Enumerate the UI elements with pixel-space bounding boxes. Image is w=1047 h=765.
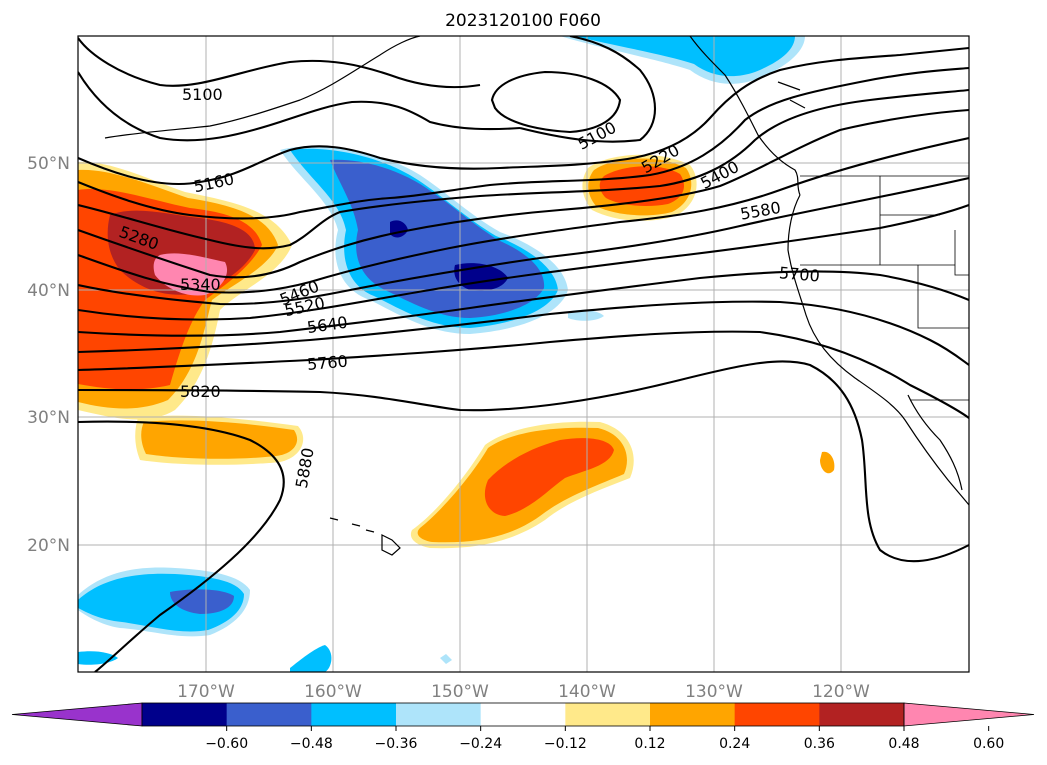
coastlines	[104, 36, 969, 556]
colorbar-tick-label: 0.36	[804, 736, 835, 752]
lon-label: 130°W	[685, 682, 743, 702]
state-borders	[800, 175, 969, 401]
colorbar-tick-label: −0.12	[544, 736, 587, 752]
contour-label: 5700	[778, 263, 820, 285]
negative-anomaly-southwest	[78, 567, 452, 672]
map-panel: 5100 5100 5160 5220 5280 5340 5400 5460 …	[78, 36, 969, 672]
colorbar-tick-label: 0.12	[634, 736, 665, 752]
colorbar-tick-label: −0.60	[205, 736, 248, 752]
lat-label: 50°N	[27, 154, 70, 174]
positive-anomaly-west	[78, 161, 292, 420]
latitude-labels: 50°N 40°N 30°N 20°N	[27, 154, 70, 556]
positive-anomaly-30n	[135, 415, 304, 465]
contour-label: 5100	[182, 85, 223, 104]
colorbar-segment	[819, 703, 905, 726]
colorbar-frame	[141, 702, 905, 727]
lon-label: 140°W	[558, 682, 616, 702]
lon-label: 120°W	[812, 682, 870, 702]
colorbar-segment	[142, 703, 228, 726]
colorbar-tick-label: 0.24	[719, 736, 750, 752]
lat-label: 20°N	[27, 536, 70, 556]
colorbar-segment	[650, 703, 736, 726]
colorbar-tick-label: −0.24	[459, 736, 502, 752]
contour-label: 5820	[180, 382, 221, 401]
contour-label: 5760	[306, 351, 348, 373]
figure-title: 2023120100 F060	[445, 11, 601, 31]
lat-label: 40°N	[27, 281, 70, 301]
colorbar-segment	[226, 703, 312, 726]
height-contours	[78, 36, 969, 672]
negative-anomaly-north	[560, 36, 805, 84]
contour-label: 5340	[180, 275, 221, 294]
longitude-labels: 170°W 160°W 150°W 140°W 130°W 120°W	[177, 682, 870, 702]
colorbar-tick-label: −0.36	[375, 736, 418, 752]
gridlines	[78, 36, 969, 672]
positive-anomaly-subtropics	[410, 421, 835, 549]
colorbar-segment	[311, 703, 397, 726]
colorbar-tick-label: 0.60	[973, 736, 1004, 752]
colorbar-segment	[734, 703, 820, 726]
lon-label: 150°W	[431, 682, 489, 702]
colorbar-extend-low	[11, 702, 143, 727]
map-frame	[77, 35, 970, 673]
lat-label: 30°N	[27, 408, 70, 428]
colorbar-segment	[480, 703, 566, 726]
lon-label: 160°W	[304, 682, 362, 702]
colorbar-segment	[565, 703, 651, 726]
colorbar-tick-label: −0.48	[290, 736, 333, 752]
colorbar-segment	[396, 703, 482, 726]
colorbar-extend-high	[903, 702, 1035, 727]
colorbar-tick-label: 0.48	[888, 736, 919, 752]
lon-label: 170°W	[177, 682, 235, 702]
colorbar: −0.60 −0.48 −0.36 −0.24 −0.12 0.12 0.24 0.36 0.4…	[11, 702, 1035, 752]
